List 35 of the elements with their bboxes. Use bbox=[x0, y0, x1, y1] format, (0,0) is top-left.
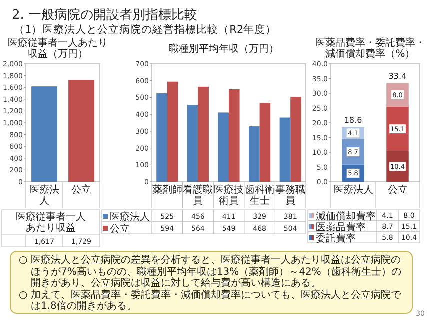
legend-label: 減価償却費率 bbox=[316, 210, 376, 222]
bar bbox=[218, 112, 229, 182]
total-label: 18.6 bbox=[344, 116, 362, 126]
legend-label: 医療法人 bbox=[110, 211, 150, 223]
text: ○ 医療法人と公立病院の差異を分析すると、医療従事者一人あたり収益は公立病院のほうが7%高いものの、職種別平均年収は13%（薬剤師）～42%（歯科衛生士）の開きがあり、公立病院は収益に対して給与費が高い構造にある。 bbox=[19, 255, 402, 290]
bar bbox=[249, 126, 260, 182]
text: （1）医療法人と公立病院の経営指標比較（R2年度） bbox=[14, 23, 277, 37]
chart-title: 医療従事者一人あたり収益（万円） bbox=[8, 37, 108, 60]
x-tick-label: 看護職員 bbox=[183, 184, 214, 207]
x-tick-label: 医療法人 bbox=[333, 184, 374, 196]
x-tick-label: 薬剤師 bbox=[152, 184, 182, 196]
bar bbox=[167, 82, 178, 182]
x-tick-label: 医療法人 bbox=[30, 184, 60, 207]
bar bbox=[156, 94, 168, 182]
chart-title: 医薬品費率・委託費率・減価償却費率（%） bbox=[316, 37, 426, 60]
text: ○ 加えて、医薬品費率・委託費率・減価償却費率についても、医療法人と公立病院では1.8倍の開きがある。 bbox=[19, 290, 402, 312]
bar bbox=[290, 97, 302, 182]
x-tick-label: 歯科衛生士 bbox=[244, 184, 275, 207]
text: 2. 一般病院の開設者別指標比較 bbox=[12, 7, 198, 24]
legend-label: 委託費率 bbox=[316, 232, 356, 244]
total-label: 33.4 bbox=[388, 72, 407, 82]
text: 医療従事者一人あたり収益 bbox=[16, 211, 86, 234]
x-tick-label: 公立 bbox=[72, 184, 92, 196]
bar bbox=[280, 118, 291, 182]
legend-label: 医薬品費率 bbox=[316, 222, 366, 234]
bar bbox=[386, 106, 409, 152]
legend-label: 公立 bbox=[110, 223, 130, 235]
bar bbox=[198, 86, 209, 182]
chart-title: 職種別平均年収（万円） bbox=[169, 43, 279, 55]
x-tick-label: 医療技術員 bbox=[214, 184, 244, 207]
bar bbox=[260, 103, 271, 182]
bar bbox=[187, 105, 198, 182]
x-tick-label: 事務職員 bbox=[276, 184, 306, 207]
x-tick-label: 公立 bbox=[388, 184, 408, 196]
bar bbox=[229, 89, 240, 182]
